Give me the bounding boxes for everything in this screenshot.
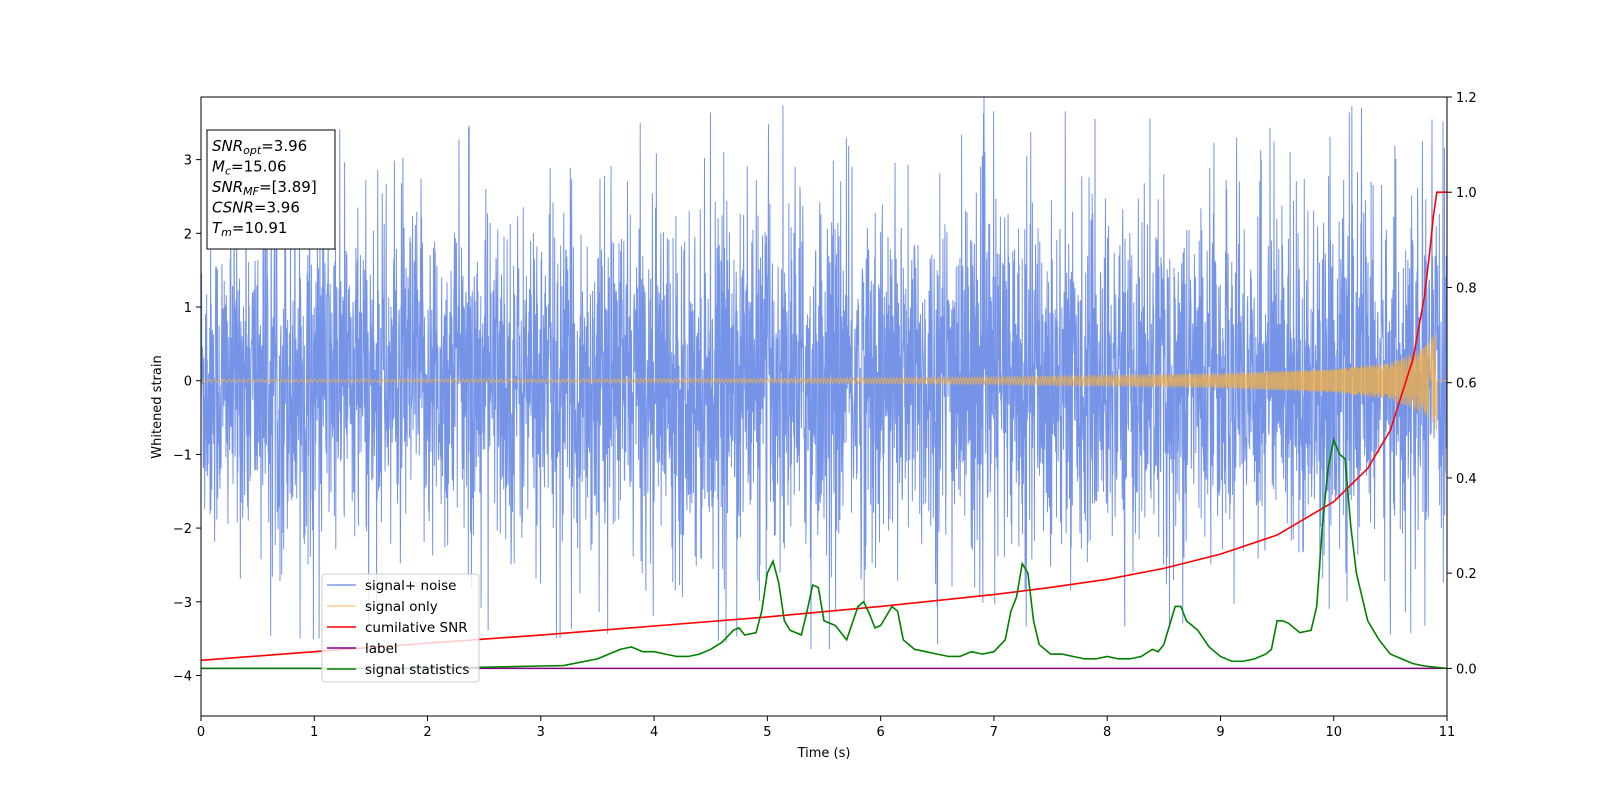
y-tick-label: −2 bbox=[173, 522, 192, 537]
stats-box-line: CSNR=3.96 bbox=[212, 199, 300, 217]
x-tick-label: 9 bbox=[1216, 725, 1224, 740]
x-tick-label: 6 bbox=[876, 725, 884, 740]
stats-box-frame bbox=[206, 129, 336, 250]
plot-frame bbox=[200, 96, 1448, 717]
x-tick-label: 2 bbox=[423, 725, 431, 740]
x-axis-label: Time (s) bbox=[797, 746, 851, 761]
series-signal-statistics bbox=[201, 437, 1447, 670]
legend-label: signal+ noise bbox=[365, 578, 456, 594]
legend-label: cumilative SNR bbox=[365, 620, 468, 636]
y2-tick-label: 1.2 bbox=[1456, 91, 1477, 106]
x-tick-label: 3 bbox=[537, 725, 545, 740]
y-tick-label: 2 bbox=[184, 227, 192, 242]
x-tick-label: 10 bbox=[1325, 725, 1342, 740]
legend-frame bbox=[321, 573, 480, 683]
legend-label: label bbox=[365, 641, 398, 657]
x-tick-label: 11 bbox=[1439, 725, 1456, 740]
y2-tick-label: 0.6 bbox=[1456, 377, 1477, 392]
stats-box-line: SNRopt=3.96 bbox=[212, 137, 307, 157]
series-cumulative-snr bbox=[201, 191, 1447, 662]
stats-box-line: SNRMF=[3.89] bbox=[212, 178, 317, 198]
series-signal-noise bbox=[201, 97, 1447, 649]
y2-tick-label: 0.2 bbox=[1456, 567, 1477, 582]
y-tick-label: −3 bbox=[173, 596, 192, 611]
x-tick-label: 5 bbox=[763, 725, 771, 740]
y2-tick-label: 0.8 bbox=[1456, 281, 1477, 296]
series-signal-only bbox=[201, 333, 1447, 431]
x-tick-label: 0 bbox=[197, 725, 205, 740]
y-tick-label: −1 bbox=[173, 448, 192, 463]
y-axis-label: Whitened strain bbox=[150, 355, 165, 458]
y-tick-label: 1 bbox=[184, 301, 192, 316]
y-tick-label: 0 bbox=[184, 375, 192, 390]
legend: signal+ noise signal only cumilative SNR la… bbox=[321, 573, 480, 683]
x-tick-label: 8 bbox=[1103, 725, 1111, 740]
x-tick-label: 7 bbox=[990, 725, 998, 740]
stats-box-line: Tm=10.91 bbox=[212, 219, 287, 239]
y2-tick-label: 0.4 bbox=[1456, 472, 1477, 487]
x-tick-label: 4 bbox=[650, 725, 658, 740]
y2-tick-label: 0.0 bbox=[1456, 662, 1477, 677]
x-tick-label: 1 bbox=[310, 725, 318, 740]
stats-box: SNRopt=3.96Mc=15.06SNRMF=[3.89]CSNR=3.96… bbox=[206, 129, 336, 250]
y-tick-label: 3 bbox=[184, 154, 192, 169]
y2-tick-label: 1.0 bbox=[1456, 186, 1477, 201]
stats-box-line: Mc=15.06 bbox=[212, 158, 287, 178]
legend-label: signal only bbox=[365, 599, 438, 615]
y-tick-label: −4 bbox=[173, 669, 192, 684]
axes-layer: 0 1 2 3 4 5 6 7 8 9 10 11 −4 −3 −2 −1 0 1 2 3 0.0 0.2 0.4 0.6 0.… bbox=[173, 91, 1477, 740]
legend-label: signal statistics bbox=[365, 662, 469, 678]
